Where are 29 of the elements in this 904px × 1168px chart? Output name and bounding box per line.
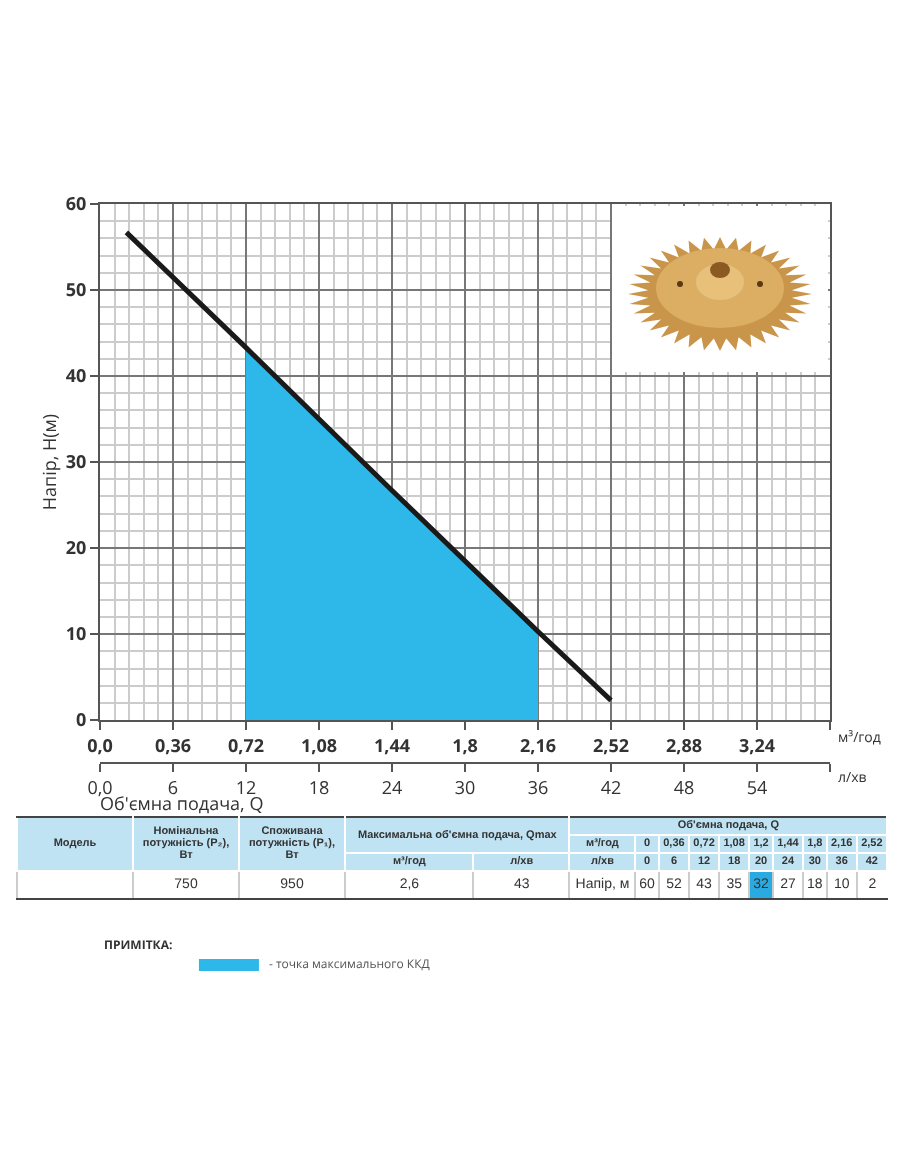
- y-tick-label: 60: [65, 190, 87, 217]
- x-tick-label: 0,72: [227, 731, 265, 758]
- x2-tick-label: 42: [600, 773, 622, 800]
- y-tick-label: 0: [76, 706, 87, 733]
- x2-tick-label: 24: [381, 773, 403, 800]
- x-tick-label: 1,8: [452, 731, 478, 758]
- x2-tick-label: 12: [235, 773, 257, 800]
- y-tick-label: 40: [65, 362, 87, 389]
- line-series: [123, 229, 614, 703]
- y-tick-label: 30: [65, 448, 87, 475]
- x2-tick-label: 6: [167, 773, 179, 800]
- x2-tick-label: 36: [527, 773, 549, 800]
- y-tick-label: 10: [65, 620, 87, 647]
- x-tick-label: 3,24: [738, 731, 776, 758]
- x-tick-label: 2,16: [519, 731, 557, 758]
- x2-tick-label: 18: [308, 773, 330, 800]
- x-tick-label: 0,36: [154, 731, 192, 758]
- x-tick-label: 1,44: [373, 731, 411, 758]
- y-tick-label: 50: [65, 276, 87, 303]
- x2-tick-label: 30: [454, 773, 476, 800]
- x-tick-label: 0,0: [87, 731, 113, 758]
- x2-tick-label: 54: [746, 773, 768, 800]
- x-tick-label: 2,88: [665, 731, 703, 758]
- x2-tick-label: 0,0: [87, 773, 113, 800]
- x-tick-label: 1,08: [300, 731, 338, 758]
- y-tick-label: 20: [65, 534, 87, 561]
- y-axis-title: Напір, H(м): [36, 413, 63, 511]
- x-tick-label: 2,52: [592, 731, 630, 758]
- x2-tick-label: 48: [673, 773, 695, 800]
